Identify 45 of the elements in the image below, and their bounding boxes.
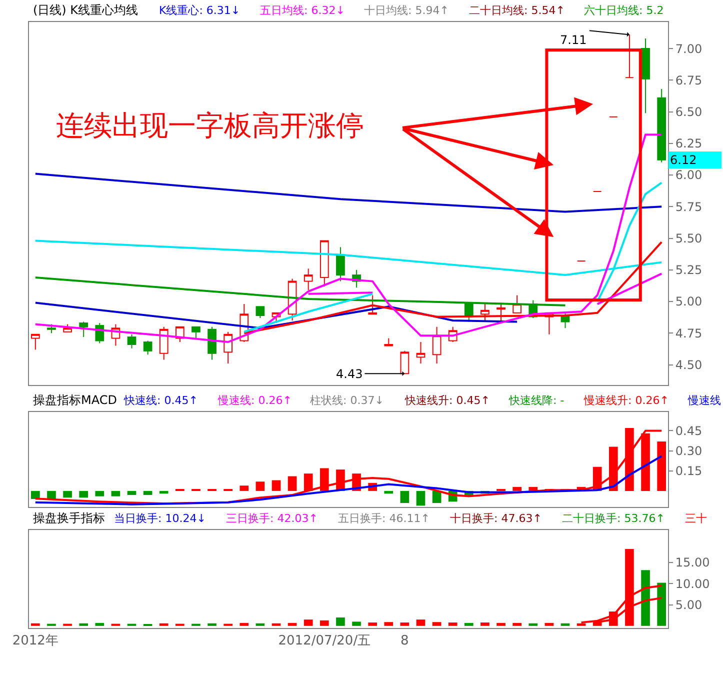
text: 五日均线: 6.32↓ [260,4,345,17]
text: 三日换手: 42.03↑ [226,512,318,525]
text: 慢速线升: 0.26↑ [583,394,669,407]
x-tick-label: 8 [400,634,409,649]
text: 六十日均线: 5.2 [584,4,664,17]
text: 柱状线: 0.37↓ [310,394,384,407]
y-tick-label: 6.25 [675,136,702,151]
text: 二十日换手: 53.76↑ [562,512,665,525]
y-tick-label: 4.50 [675,358,702,372]
y-tick-label: 0.30 [675,444,702,458]
text: 十日换手: 47.63↑ [450,512,542,525]
chart-title: (日线) K线重心均线 [33,3,138,17]
y-tick-label: 0.15 [675,464,702,478]
text: 慢速线 [687,394,721,407]
y-tick-label: 7.00 [675,42,702,56]
text: 三十 [685,512,707,525]
y-tick-label: 5.75 [675,200,702,214]
x-tick-label: 2012/07/20/五 [278,634,371,649]
y-tick-label: 10.00 [675,576,710,591]
y-tick-label: 5.50 [675,231,702,246]
y-tick-label: 6.00 [675,168,702,182]
text: 五日换手: 46.11↑ [338,512,430,525]
chart-title: 操盘指标MACD [33,393,117,407]
text: 快速线: 0.45↑ [123,394,198,407]
y-tick-label: 5.25 [675,263,702,278]
chart-title: 操盘换手指标 [33,511,105,525]
y-tick-label: 5.00 [675,598,702,612]
y-tick-label: 4.75 [675,326,702,340]
text: 6.12 [670,153,697,167]
x-tick-label: 2012年 [12,634,58,649]
text: K线重心: 6.31↓ [159,4,240,17]
y-tick-label: 0.45 [675,424,702,438]
text: 十日均线: 5.94↑ [364,4,449,17]
y-tick-label: 6.50 [675,105,702,119]
y-tick-label: 6.75 [675,73,702,88]
text: 快速线降: - [508,394,564,407]
text: 二十日均线: 5.54↑ [469,4,565,17]
annotation: 连续出现一字板高开涨停 [56,109,364,142]
text: 快速线升: 0.45↑ [404,394,490,407]
y-tick-label: 15.00 [675,556,710,570]
text: 慢速线: 0.26↑ [217,394,292,407]
y-tick-label: 5.00 [675,294,702,309]
annotation: 7.11 [560,33,587,47]
text: 当日换手: 10.24↓ [114,512,206,525]
annotation: 4.43 [336,367,363,381]
